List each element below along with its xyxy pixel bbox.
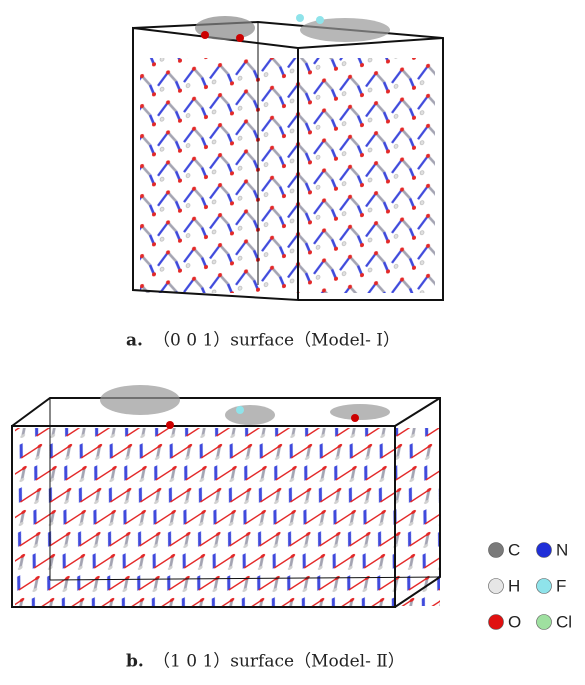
legend: C N H F O Cl [489, 540, 573, 631]
adsorbate [100, 385, 390, 429]
figure: a. （0 0 1）surface（Model- Ⅰ） b. （1 0 1）su… [0, 0, 585, 685]
panel-caption: （0 0 1）surface（Model- Ⅰ） [153, 331, 400, 351]
legend-swatch [489, 579, 504, 594]
legend-label: O [508, 612, 521, 631]
model-b [12, 385, 440, 607]
model-a [133, 14, 443, 300]
legend-swatch [537, 543, 552, 558]
legend-swatch [537, 615, 552, 630]
legend-label: C [508, 540, 520, 559]
legend-label: Cl [556, 612, 572, 631]
panel-label: a. [126, 331, 143, 351]
legend-label: F [556, 576, 566, 595]
adsorbate [195, 14, 390, 42]
legend-label: H [508, 576, 520, 595]
legend-swatch [537, 579, 552, 594]
legend-swatch [489, 615, 504, 630]
panel-caption: （1 0 1）surface（Model- Ⅱ） [153, 652, 405, 672]
legend-label: N [556, 540, 568, 559]
figure-svg: a. （0 0 1）surface（Model- Ⅰ） b. （1 0 1）su… [0, 0, 585, 685]
panel-label: b. [126, 652, 144, 672]
legend-swatch [489, 543, 504, 558]
